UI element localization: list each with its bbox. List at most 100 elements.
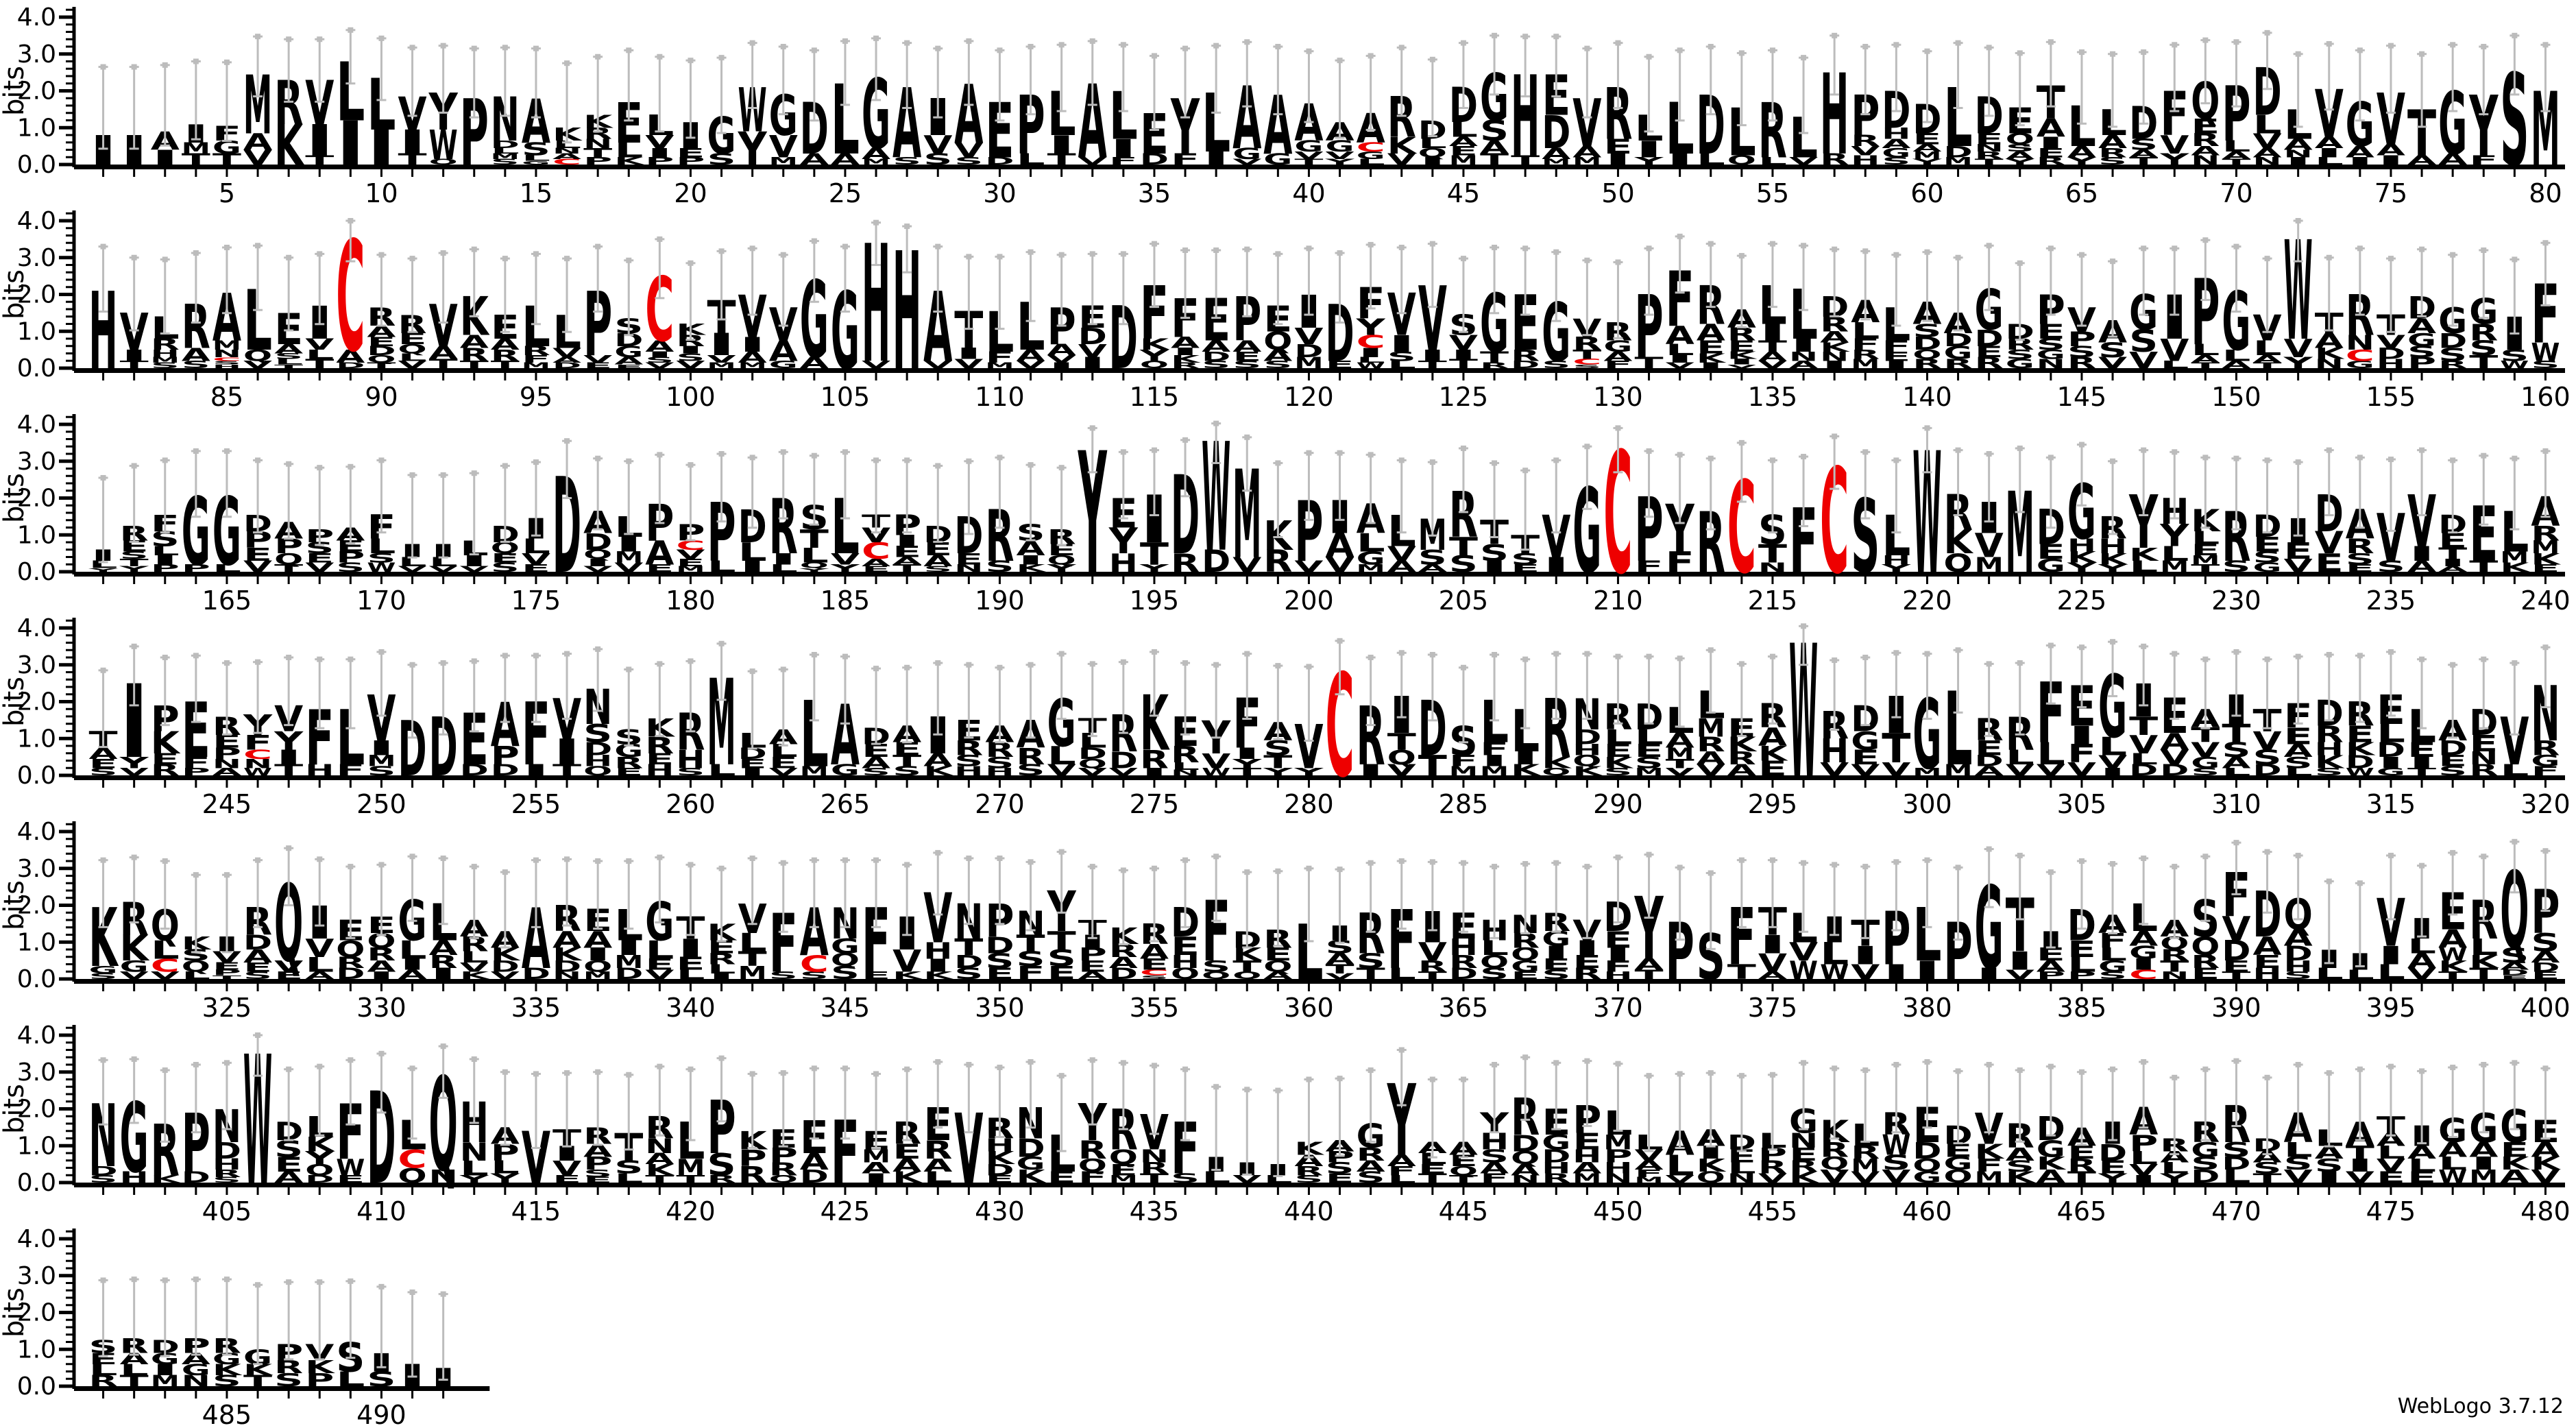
logo-letter: L <box>151 544 180 558</box>
logo-letter: D <box>2284 942 2313 965</box>
logo-letter: E <box>367 335 396 349</box>
logo-letter: V <box>769 766 798 777</box>
logo-letter: V <box>645 361 674 370</box>
logo-letter: M <box>2469 1166 2498 1187</box>
error-bar <box>376 649 387 717</box>
logo-letter: S <box>954 752 983 770</box>
logo-letter: A <box>1078 969 1107 981</box>
logo-letter: T <box>738 947 767 971</box>
logo-letter: I <box>1047 361 1076 370</box>
logo-letter: A <box>2222 754 2250 772</box>
error-bar <box>253 243 263 311</box>
logo-stack: LV <box>2500 703 2529 779</box>
error-bar <box>685 862 696 936</box>
logo-letter: T <box>954 934 983 960</box>
logo-stack: SG <box>707 108 736 169</box>
error-bar <box>1984 45 1994 117</box>
error-bar <box>1675 655 1685 728</box>
y-tick-label: 1.0 <box>17 1132 56 1160</box>
x-tick-label: 5 <box>219 178 235 204</box>
logo-letter: E <box>583 361 612 370</box>
error-bar <box>1242 434 1252 492</box>
logo-letter: A <box>1603 349 1632 363</box>
error-bar <box>2385 256 2396 333</box>
logo-letter: E <box>583 1176 612 1185</box>
logo-letter: E <box>89 756 118 771</box>
logo-letter: A <box>243 129 272 155</box>
error-bar <box>655 53 665 133</box>
logo-letter: M <box>1294 354 1323 372</box>
logo-letter: L <box>2129 557 2158 575</box>
logo-letter: I <box>1912 956 1941 985</box>
logo-letter: A <box>645 534 674 572</box>
x-tick-label: 395 <box>2366 993 2416 1018</box>
x-tick-label: 475 <box>2366 1196 2416 1222</box>
logo-letter: R <box>1078 1135 1107 1165</box>
logo-letter: V <box>460 565 489 574</box>
logo-letter: A <box>2315 134 2344 152</box>
error-bar <box>2355 47 2365 122</box>
logo-letter: M <box>1666 745 1694 762</box>
error-bar <box>1984 846 1994 908</box>
error-bar <box>1767 457 1777 534</box>
logo-letter: E <box>212 960 241 972</box>
error-bar <box>1335 250 1345 324</box>
error-bar <box>593 243 603 313</box>
logo-letter: W <box>1789 956 1818 985</box>
logo-letter: I <box>274 746 303 769</box>
logo-letter: L <box>614 138 643 162</box>
error-bar <box>160 256 170 335</box>
logo-letter: Q <box>1171 965 1200 982</box>
logo-letter: P <box>336 548 365 566</box>
logo-letter: S <box>2098 155 2127 167</box>
logo-letter: M <box>1603 1131 1632 1154</box>
logo-letter: I <box>1603 945 1632 965</box>
error-bar <box>964 855 974 925</box>
error-bar <box>1396 45 1407 117</box>
logo-letter: N <box>2284 148 2313 160</box>
logo-letter: A <box>923 552 952 570</box>
error-bar <box>376 457 387 534</box>
error-bar <box>1675 47 1685 122</box>
logo-letter: I <box>862 1171 890 1185</box>
error-bar <box>1211 662 1222 739</box>
logo-letter: S <box>2315 1155 2344 1176</box>
logo-letter: E <box>1047 1168 1076 1186</box>
logo-letter: E <box>1140 956 1169 973</box>
error-bar <box>1458 256 1468 333</box>
logo-letter: M <box>1912 149 1941 161</box>
error-bar <box>1520 1054 1531 1121</box>
logo-letter: K <box>120 928 150 969</box>
error-bar <box>469 1056 479 1124</box>
logo-letter: D <box>2222 1154 2250 1174</box>
logo-letter: G <box>1882 145 1910 160</box>
error-bar <box>129 854 139 923</box>
logo-letter: L <box>2067 953 2096 976</box>
error-bar <box>2139 245 2149 316</box>
logo-letter: E <box>1758 757 1787 780</box>
error-bar <box>871 35 882 101</box>
logo-letter: L <box>923 1168 952 1186</box>
logo-letter: A <box>2284 925 2313 951</box>
logo-letter: L <box>552 138 581 150</box>
logo-letter: H <box>1820 732 1849 771</box>
logo-letter: T <box>1387 729 1416 755</box>
logo-letter: E <box>1635 741 1664 762</box>
logo-letter: E <box>1789 1144 1818 1165</box>
error-bar <box>1365 452 1376 524</box>
logo-letter: A <box>800 150 829 168</box>
logo-letter: D <box>1078 324 1107 350</box>
logo-letter: A <box>2284 741 2313 762</box>
logo-letter: S <box>769 969 798 981</box>
x-tick-label: 410 <box>356 1196 406 1222</box>
logo-letter: I <box>583 945 612 965</box>
logo-letter: S <box>1449 551 1478 577</box>
error-bar <box>98 1277 108 1357</box>
logo-letter: V <box>429 565 458 574</box>
error-bar <box>2231 39 2241 108</box>
